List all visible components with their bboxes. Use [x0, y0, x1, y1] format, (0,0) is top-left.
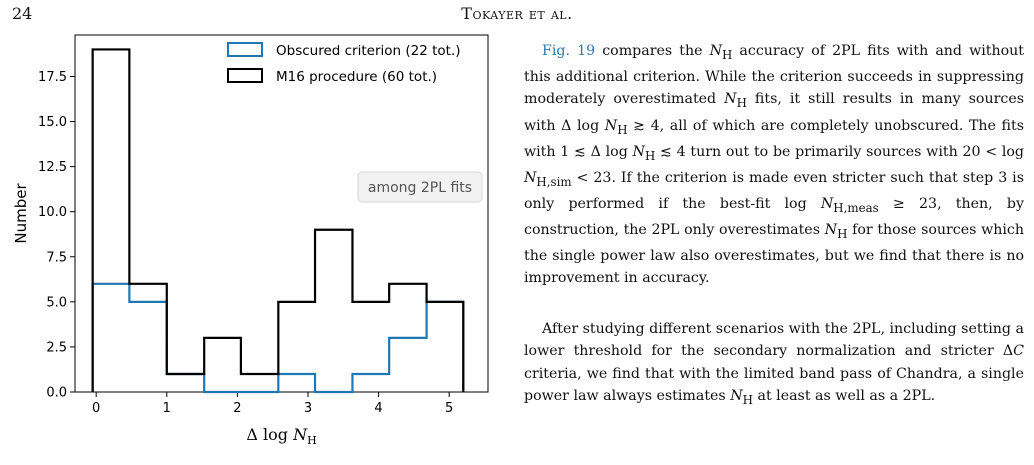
legend-swatch-1 — [227, 42, 263, 57]
y-tick-label: 5.0 — [46, 295, 67, 310]
running-title: Tokayer et al. — [461, 4, 573, 23]
y-tick-label: 0.0 — [46, 386, 67, 401]
legend-label-1: Obscured criterion (22 tot.) — [276, 43, 461, 59]
y-tick-label: 15.0 — [38, 115, 67, 130]
x-tick-label: 2 — [233, 401, 241, 416]
annotation-box — [357, 171, 483, 203]
x-axis-label: Δ log NH — [246, 425, 316, 447]
x-tick-label: 1 — [163, 401, 171, 416]
legend-swatch-2 — [227, 68, 263, 83]
plot-frame — [74, 34, 489, 393]
paragraph-2: After studying different scenarios with … — [524, 321, 1024, 407]
x-tick-label: 4 — [374, 401, 382, 416]
y-tick-label: 7.5 — [46, 250, 67, 265]
y-tick-label: 17.5 — [38, 70, 67, 85]
y-tick-label: 10.0 — [38, 205, 67, 220]
y-tick-label: 12.5 — [38, 160, 67, 175]
plot-area: 0 1 2 3 4 5 0.0 2.5 5.0 7.5 10.0 12.5 15.0 17.5 Δ log … — [12, 34, 489, 447]
y-tick-label: 2.5 — [46, 340, 67, 355]
x-tick-label: 5 — [445, 401, 453, 416]
page-number: 24 — [12, 4, 33, 23]
legend-label-2: M16 procedure (60 tot.) — [276, 69, 437, 85]
x-tick-label: 0 — [92, 401, 100, 416]
y-axis-label: Number — [12, 183, 30, 244]
annotation-text: among 2PL fits — [368, 180, 472, 196]
histogram-figure: 0 1 2 3 4 5 0.0 2.5 5.0 7.5 10.0 12.5 15.0 17.5 Δ log … — [12, 34, 489, 447]
histogram-series-2 — [91, 48, 465, 392]
paragraph-1: Fig. 19 compares the NH accuracy of 2PL … — [524, 43, 1025, 287]
fig-ref-link[interactable]: Fig. 19 — [542, 43, 596, 59]
x-tick-label: 3 — [304, 401, 312, 416]
